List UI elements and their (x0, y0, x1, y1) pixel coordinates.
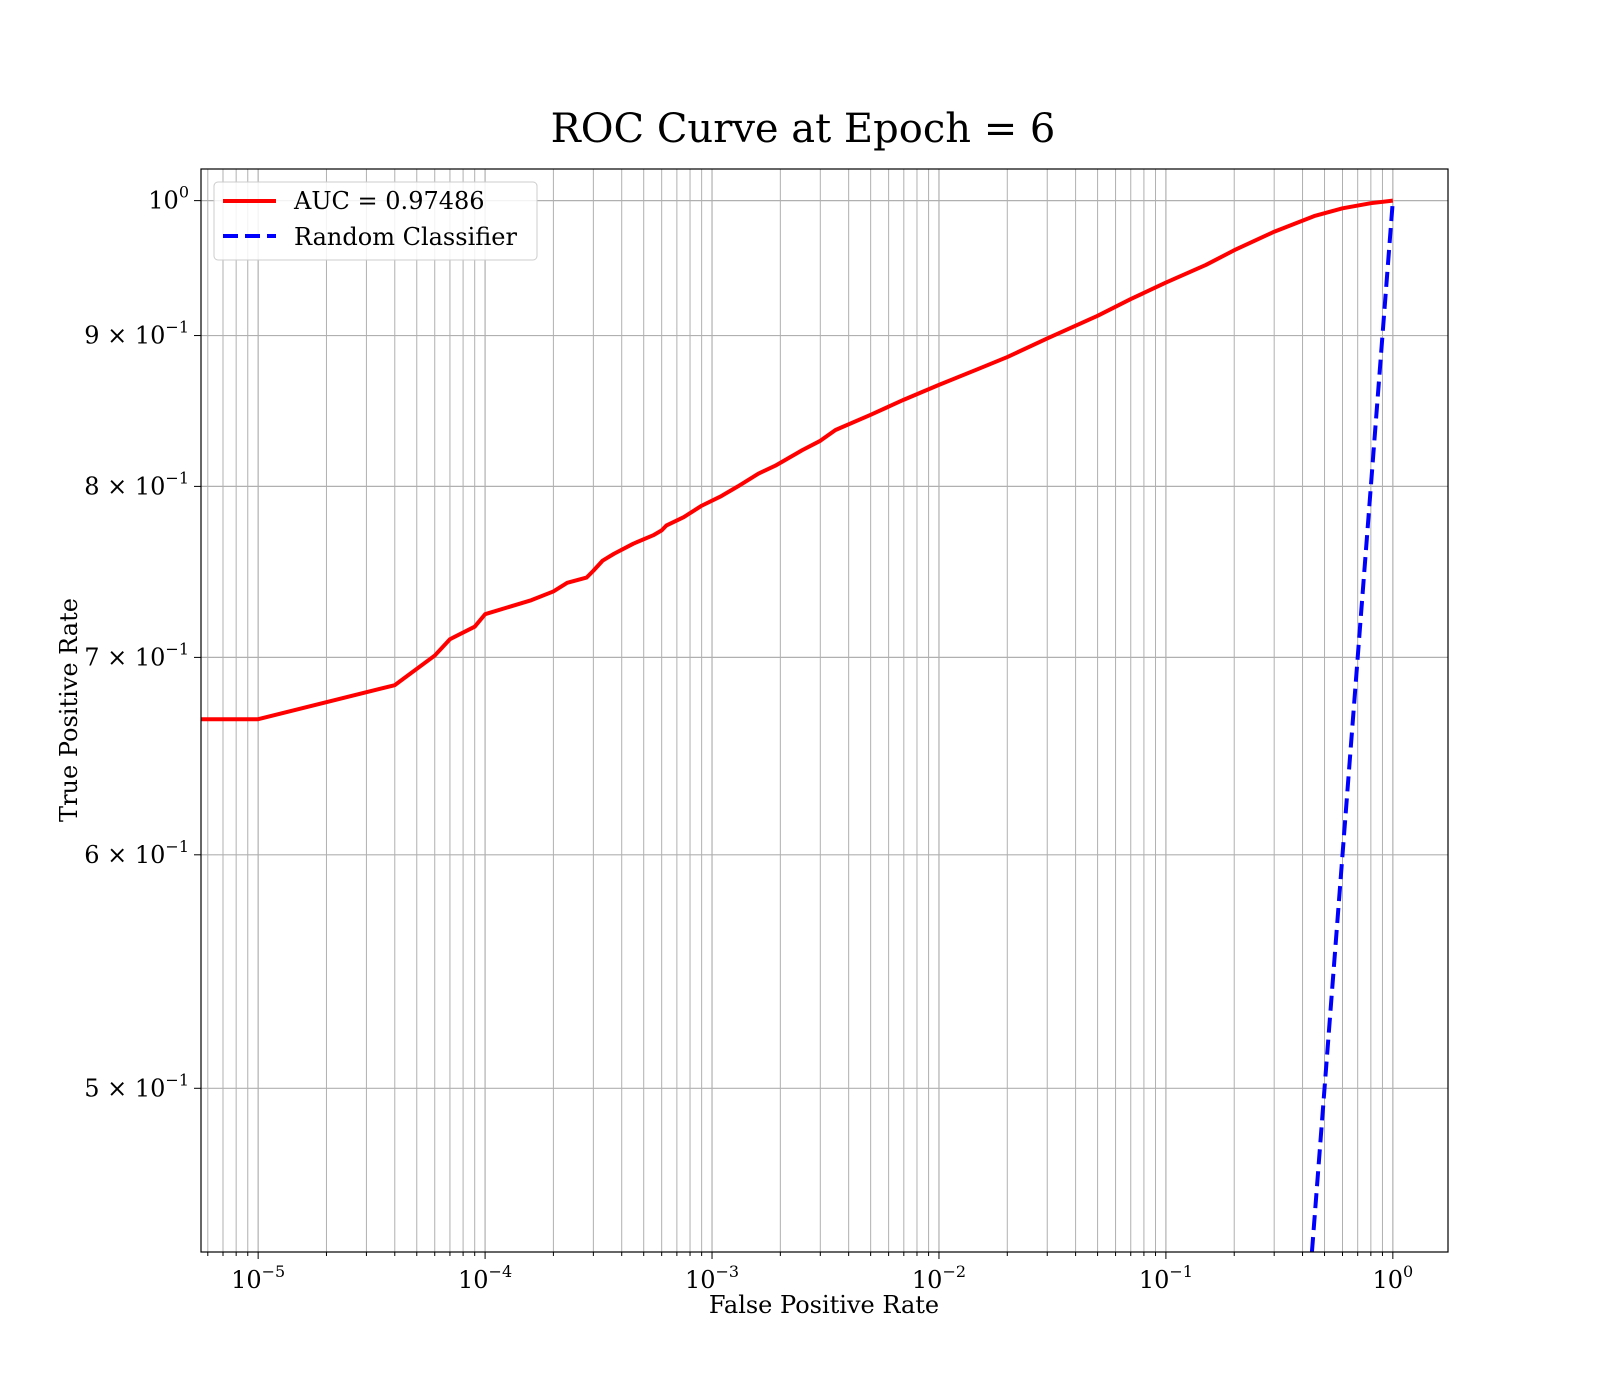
x-axis-label: False Positive Rate (709, 1291, 939, 1319)
y-axis-ticks: 100 9 × 10−1 8 × 10−1 7 × 10−1 6 × 10−1 5 × 1… (84, 183, 201, 1102)
y-tick-label: 9 × 10−1 (84, 318, 189, 350)
legend-label-random: Random Classifier (294, 223, 517, 251)
x-axis-ticks: 10−5 10−4 10−3 10−2 10−1 100 (207, 1252, 1413, 1294)
grid-lines (201, 169, 1448, 1252)
chart-title: ROC Curve at Epoch = 6 (551, 106, 1056, 152)
y-tick-label: 7 × 10−1 (84, 639, 189, 671)
x-tick-label: 10−3 (685, 1262, 739, 1294)
x-tick-label: 10−5 (231, 1262, 285, 1294)
roc-curve-line (201, 198, 1394, 722)
x-tick-label: 100 (1372, 1262, 1413, 1294)
plot-frame (200, 168, 1449, 1253)
y-tick-label: 6 × 10−1 (84, 837, 189, 869)
y-axis-label: True Positive Rate (55, 598, 83, 822)
y-tick-label: 8 × 10−1 (84, 468, 189, 500)
x-tick-label: 10−4 (458, 1262, 512, 1294)
legend: AUC = 0.97486 Random Classifier (213, 181, 538, 261)
y-tick-label: 100 (148, 183, 189, 215)
legend-box (213, 181, 538, 261)
legend-label-auc: AUC = 0.97486 (293, 187, 485, 215)
x-tick-label: 10−1 (1139, 1262, 1193, 1294)
series-lines (201, 198, 1395, 1253)
x-tick-label: 10−2 (912, 1262, 966, 1294)
y-tick-label: 5 × 10−1 (84, 1070, 189, 1102)
